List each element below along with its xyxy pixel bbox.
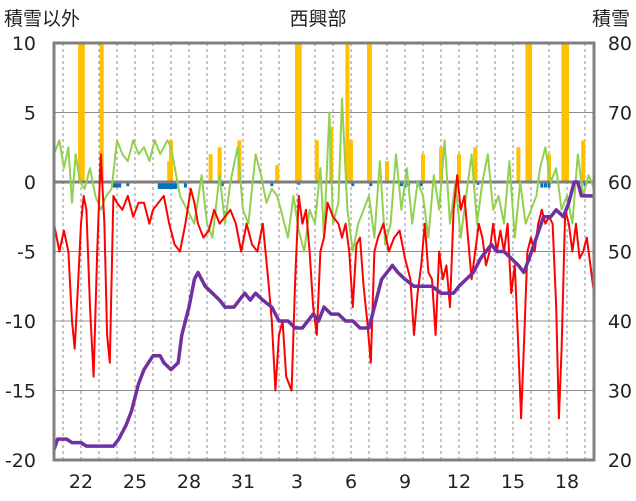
snowfall-bar xyxy=(80,43,85,182)
x-tick-label: 25 xyxy=(123,471,147,493)
x-tick-label: 31 xyxy=(231,471,255,493)
snowfall-bar xyxy=(314,140,319,182)
snowfall-bar xyxy=(439,147,443,182)
temperature-line xyxy=(53,153,595,420)
snowfall-bar xyxy=(516,147,521,182)
precip-bar xyxy=(540,182,544,188)
precip-bar xyxy=(160,182,164,189)
snow_depth-line xyxy=(52,180,594,451)
snowfall-bar xyxy=(78,43,83,182)
x-tick-label: 18 xyxy=(555,471,579,493)
snowfall-bar xyxy=(275,165,280,182)
left-axis-label: 積雪以外 xyxy=(4,8,80,30)
line-layer xyxy=(52,97,595,451)
precip-bar xyxy=(220,182,224,187)
left-tick-label: 5 xyxy=(24,103,36,125)
left-tick-label: -10 xyxy=(5,311,36,333)
snowfall-bar xyxy=(473,147,478,182)
snowfall-bar xyxy=(565,43,569,182)
precip-bar xyxy=(183,182,187,188)
right-tick-label: 50 xyxy=(608,242,632,264)
x-tick-label: 15 xyxy=(501,471,525,493)
left-tick-label: -5 xyxy=(17,242,36,264)
snowfall-bar xyxy=(457,154,461,182)
precip-bar xyxy=(351,182,355,187)
x-tick-label: 28 xyxy=(177,471,201,493)
snowfall-bar xyxy=(99,43,104,182)
precip-bar xyxy=(163,182,167,189)
snowfall-bar xyxy=(217,147,222,182)
snowfall-bar xyxy=(208,154,213,182)
precip-bar xyxy=(157,182,161,189)
snowfall-bar xyxy=(525,43,530,182)
x-tick-label: 22 xyxy=(69,471,93,493)
snowfall-bar xyxy=(528,43,533,182)
left-y-ticks: 10 5 0 -5 -10 -15 -20 xyxy=(5,33,36,472)
left-tick-label: 10 xyxy=(12,33,36,55)
precip-bar xyxy=(168,182,172,189)
right-tick-label: 20 xyxy=(608,450,632,472)
precip-bar xyxy=(583,182,587,187)
right-tick-label: 80 xyxy=(608,33,632,55)
precip-bar xyxy=(547,182,551,188)
right-y-ticks: 80 70 60 50 40 30 20 xyxy=(608,33,632,472)
right-tick-label: 30 xyxy=(608,381,632,403)
precip-bar xyxy=(118,182,122,188)
snowfall-bar xyxy=(349,140,353,182)
precip-bar xyxy=(399,182,403,187)
snowfall-bar xyxy=(295,43,299,182)
precip-bar xyxy=(369,182,373,187)
precip-bar xyxy=(171,182,175,189)
x-tick-label: 12 xyxy=(447,471,471,493)
chart-title: 西興部 xyxy=(289,8,346,30)
snowfall-bar xyxy=(385,161,389,182)
snowfall-bar xyxy=(367,43,372,182)
precip-bar xyxy=(174,182,177,189)
precip-bar xyxy=(270,182,274,187)
precip-bar xyxy=(165,182,169,189)
precip-bar xyxy=(419,182,423,187)
right-tick-label: 60 xyxy=(608,172,632,194)
snowfall-bar xyxy=(581,140,586,182)
plot-frame xyxy=(52,41,596,462)
precip-bar xyxy=(112,182,116,188)
precip-bar xyxy=(543,182,547,188)
x-ticks: 22 25 28 31 3 6 9 12 15 18 xyxy=(69,471,579,493)
snowfall-bar xyxy=(297,43,302,182)
x-tick-label: 9 xyxy=(399,471,411,493)
sunshine-line xyxy=(53,97,595,253)
snowfall-bar xyxy=(169,140,173,182)
right-axis-label: 積雪 xyxy=(592,8,630,30)
precip-bar xyxy=(115,182,119,188)
snowfall-bar xyxy=(345,43,350,182)
right-tick-label: 40 xyxy=(608,311,632,333)
x-tick-label: 3 xyxy=(291,471,303,493)
left-tick-label: 0 xyxy=(24,172,36,194)
snowfall-bar xyxy=(421,154,425,182)
left-tick-label: -20 xyxy=(5,450,36,472)
precip-bar xyxy=(126,182,130,187)
x-tick-label: 6 xyxy=(345,471,357,493)
right-tick-label: 70 xyxy=(608,103,632,125)
left-tick-label: -15 xyxy=(5,381,36,403)
